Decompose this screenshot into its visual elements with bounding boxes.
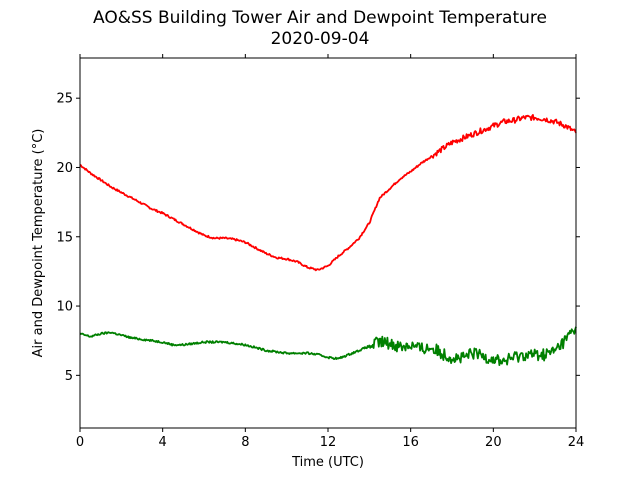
x-axis-label: Time (UTC) [291, 455, 364, 470]
series-line-1 [79, 114, 577, 272]
y-axis-label: Air and Dewpoint Temperature (°C) [31, 129, 46, 358]
plot-lines [79, 114, 577, 367]
plot-frame [79, 57, 577, 429]
x-tick-label: 12 [320, 435, 337, 450]
chart-title: AO&SS Building Tower Air and Dewpoint Te… [92, 8, 547, 28]
series-line-2 [79, 326, 577, 367]
x-tick-label: 24 [568, 435, 585, 450]
y-tick-label: 15 [56, 230, 73, 245]
x-tick-label: 8 [241, 435, 249, 450]
x-tick-label: 4 [159, 435, 167, 450]
y-tick-label: 10 [56, 300, 73, 315]
x-axis: 0 4 8 12 16 20 24 [76, 54, 584, 450]
y-tick-label: 20 [56, 161, 73, 176]
y-axis: 5 10 15 20 25 [56, 92, 580, 384]
chart-subtitle: 2020-09-04 [270, 29, 370, 49]
y-tick-label: 25 [56, 92, 73, 107]
y-tick-label: 5 [65, 369, 73, 384]
x-tick-label: 20 [485, 435, 502, 450]
x-tick-label: 0 [76, 435, 84, 450]
x-tick-label: 16 [402, 435, 419, 450]
